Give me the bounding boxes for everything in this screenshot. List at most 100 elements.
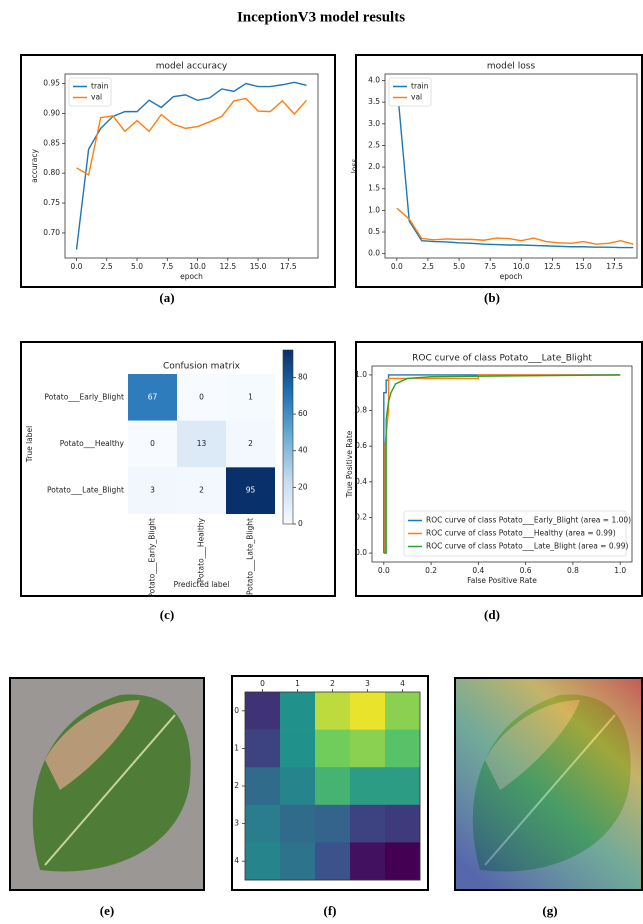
x-tick-label: 12.5 — [219, 262, 236, 271]
heatmap-cell — [385, 804, 421, 843]
x-tick-label: Potato___Healthy — [197, 517, 206, 582]
x-tick-label: 5.0 — [453, 262, 465, 271]
y-tick-label: 0.0 — [368, 249, 380, 258]
colorbar-label: 60 — [298, 409, 308, 418]
legend — [403, 510, 627, 557]
x-axis-label: epoch — [500, 272, 523, 281]
y-tick-label: 0.4 — [355, 477, 367, 486]
colorbar-label: 40 — [298, 446, 308, 455]
y-tick-label: 1.0 — [368, 205, 380, 214]
heatmap-cell — [385, 729, 421, 768]
y-axis-label: loss — [350, 159, 359, 174]
legend-label: val — [411, 93, 422, 102]
x-tick-label: 0 — [260, 679, 265, 688]
x-tick-label: 0.0 — [391, 262, 403, 271]
legend-label: ROC curve of class Potato___Late_Blight … — [426, 542, 629, 551]
x-tick-label: 0.0 — [378, 566, 390, 575]
cell-label: 67 — [148, 392, 158, 401]
heatmap-cell — [350, 767, 386, 806]
heatmap-cell — [245, 767, 281, 806]
x-tick-label: 15.0 — [575, 262, 592, 271]
y-tick-label: Potato___Early_Blight — [44, 392, 124, 401]
heatmap-cell — [280, 842, 316, 881]
plot-area — [64, 73, 319, 259]
heatmap-cell — [350, 729, 386, 768]
chart-title: ROC curve of class Potato___Late_Blight — [412, 354, 592, 364]
heatmap-cell — [315, 692, 351, 730]
cell-label: 2 — [248, 439, 253, 448]
chart-title: Confusion matrix — [163, 362, 241, 372]
overlay-image — [454, 677, 643, 891]
x-axis-label: epoch — [180, 272, 203, 281]
heatmap-cell — [385, 692, 421, 730]
y-tick-label: 3.5 — [368, 97, 380, 106]
x-tick-label: 10.0 — [513, 262, 530, 271]
caption: (c) — [160, 607, 174, 622]
heatmap-cell — [177, 374, 226, 421]
x-tick-label: 0.0 — [71, 262, 83, 271]
cell-label: 0 — [150, 439, 155, 448]
x-tick-label: 10.0 — [189, 262, 206, 271]
y-tick-label: 0.70 — [43, 228, 60, 237]
y-axis-label: True label — [25, 426, 34, 463]
heatmap-cell — [245, 842, 281, 881]
heatmap-cell — [226, 420, 275, 468]
leaf-image — [9, 677, 205, 891]
heatmap-cell — [128, 467, 177, 514]
heatmap-cell — [226, 374, 275, 421]
legend-label: val — [91, 93, 102, 102]
x-tick-label: 2.5 — [101, 262, 113, 271]
y-tick-label: Potato___Healthy — [60, 439, 125, 448]
y-tick-label: 1.0 — [355, 370, 367, 379]
heatmap-cell — [280, 767, 316, 806]
heatmap-cell — [128, 374, 177, 421]
heatmap-cell — [280, 692, 316, 730]
y-tick-label: 4 — [234, 856, 239, 865]
figure-title: InceptionV3 model results — [237, 9, 405, 25]
heatmap-cell — [177, 420, 226, 468]
cell-label: 95 — [246, 486, 256, 495]
data-line — [396, 207, 634, 245]
x-tick-label: 5.0 — [131, 262, 143, 271]
legend-label: train — [91, 82, 109, 91]
heatmap-cell — [245, 804, 281, 843]
y-tick-label: 0 — [234, 706, 239, 715]
y-tick-label: 0.2 — [355, 512, 367, 521]
x-tick-label: 4 — [400, 679, 405, 688]
chart-title: model accuracy — [156, 62, 228, 72]
x-tick-label: 1.0 — [614, 566, 626, 575]
x-tick-label: Potato___Early_Blight — [148, 518, 157, 598]
panel-frame — [355, 54, 643, 288]
colorbar-label: 80 — [298, 372, 308, 381]
data-line — [75, 81, 307, 250]
plot-area — [371, 365, 633, 563]
cell-label: 2 — [199, 486, 204, 495]
legend — [68, 77, 112, 107]
x-tick-label: 17.5 — [280, 262, 297, 271]
heatmap-cell — [385, 767, 421, 806]
y-tick-label: 4.0 — [368, 75, 380, 84]
heatmap-cell — [245, 729, 281, 768]
heatmap-cell — [315, 729, 351, 768]
x-tick-label: 0.8 — [567, 566, 579, 575]
heatmap-cell — [128, 420, 177, 468]
heatmap-cell — [280, 729, 316, 768]
x-tick-label: 7.5 — [161, 262, 173, 271]
heatmap-cell — [177, 467, 226, 514]
y-tick-label: 0.95 — [43, 79, 60, 88]
heatmap-cell — [226, 467, 275, 514]
y-tick-label: 0.90 — [43, 108, 60, 117]
x-tick-label: 7.5 — [484, 262, 496, 271]
x-tick-label: 0.4 — [472, 566, 484, 575]
x-tick-label: Potato___Late_Blight — [246, 518, 255, 595]
heatmap-cell — [350, 842, 386, 881]
panel-frame — [355, 341, 643, 597]
data-line — [396, 82, 634, 249]
y-tick-label: 0.5 — [368, 227, 380, 236]
y-tick-label: 0.6 — [355, 441, 367, 450]
x-axis-label: Predicted label — [174, 580, 230, 589]
heatmap-cell — [315, 842, 351, 881]
heatmap-cell — [350, 804, 386, 843]
cell-label: 3 — [150, 486, 155, 495]
y-tick-label: 0.0 — [355, 548, 367, 557]
